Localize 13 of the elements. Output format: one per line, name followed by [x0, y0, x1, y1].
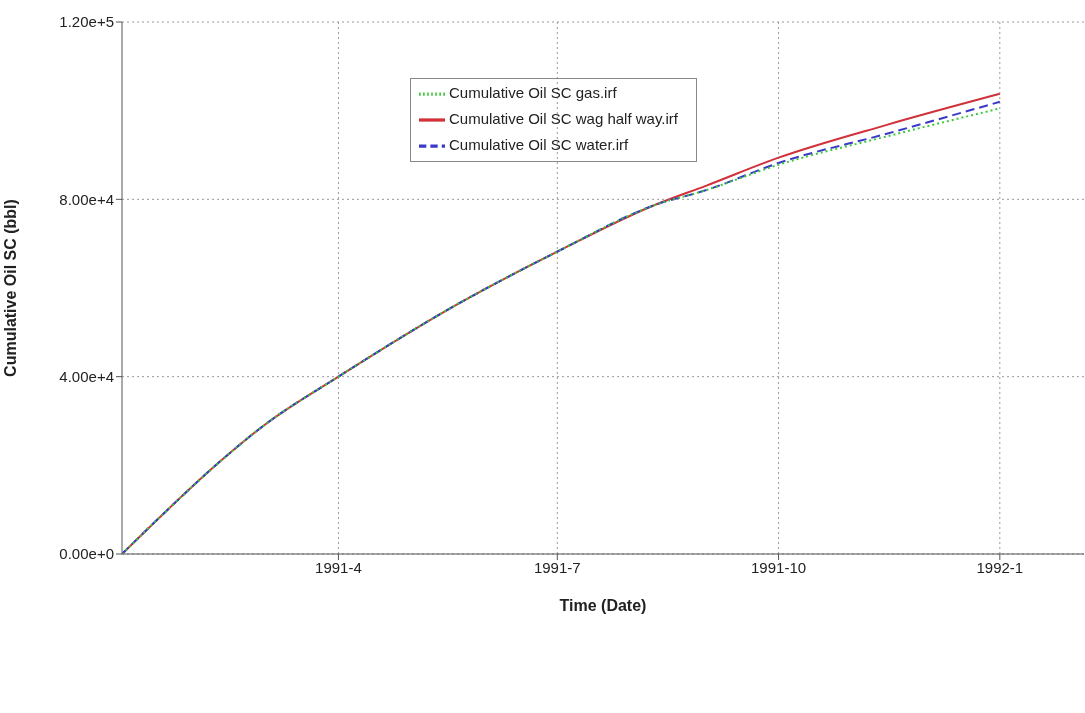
y-tick-label: 8.00e+4	[59, 190, 114, 208]
legend-label: Cumulative Oil SC water.irf	[449, 135, 629, 153]
y-tick-label: 1.20e+5	[59, 13, 114, 31]
x-tick-label: 1992-1	[976, 558, 1024, 576]
legend-label: Cumulative Oil SC wag half way.irf	[449, 109, 678, 127]
legend-label: Cumulative Oil SC gas.irf	[449, 83, 617, 101]
x-axis-title: Time (Date)	[559, 597, 647, 614]
y-tick-label: 0.00e+0	[59, 545, 114, 563]
x-tick-label: 1991-7	[533, 558, 581, 576]
x-tick-label: 1991-4	[315, 558, 362, 576]
y-tick-label: 4.00e+4	[59, 367, 114, 385]
x-tick-label: 1991-10	[751, 558, 807, 576]
y-axis-title: Cumulative Oil SC (bbl)	[1, 199, 19, 377]
